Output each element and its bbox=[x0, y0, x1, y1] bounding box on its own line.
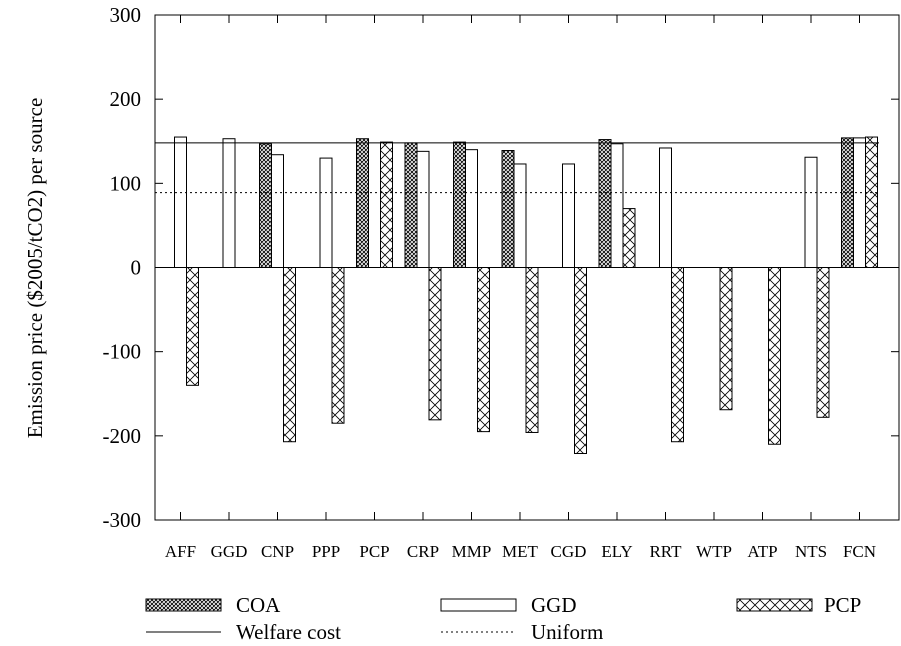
x-tick-label-met: MET bbox=[502, 542, 539, 561]
bar-ggd-cnp bbox=[271, 154, 284, 268]
legend-swatch-ggd bbox=[440, 598, 517, 612]
bar-pcp-crp bbox=[428, 267, 442, 421]
y-axis-label: Emission price ($2005/tCO2) per source bbox=[23, 98, 47, 439]
x-tick-label-wtp: WTP bbox=[696, 542, 732, 561]
y-tick-label: 200 bbox=[110, 87, 142, 111]
bar-ggd-ggd bbox=[222, 138, 236, 268]
reference-lines bbox=[155, 142, 879, 194]
x-tick-label-mmp: MMP bbox=[452, 542, 492, 561]
bar-ggd-aff bbox=[174, 136, 187, 268]
bar-ggd-nts bbox=[804, 156, 818, 268]
bar-pcp-ppp bbox=[331, 267, 345, 424]
bar-pcp-cnp bbox=[283, 267, 296, 443]
bar-ggd-ely bbox=[610, 143, 624, 268]
x-tick-label-ppp: PPP bbox=[312, 542, 340, 561]
bar-ggd-ppp bbox=[319, 157, 333, 268]
y-tick-label: 0 bbox=[131, 256, 142, 280]
y-tick-label: -200 bbox=[103, 424, 142, 448]
bar-ggd-cgd bbox=[562, 163, 575, 269]
legend-label-welfare-cost: Welfare cost bbox=[236, 620, 341, 644]
bar-coa-crp bbox=[404, 142, 418, 268]
x-tick-label-ely: ELY bbox=[601, 542, 632, 561]
bar-ggd-crp bbox=[416, 150, 430, 269]
y-tick-label: 100 bbox=[110, 171, 142, 195]
x-tick-label-pcp: PCP bbox=[359, 542, 389, 561]
legend-label-uniform: Uniform bbox=[531, 620, 603, 644]
bar-pcp-pcp bbox=[380, 141, 393, 268]
bar-coa-mmp bbox=[453, 141, 466, 268]
y-tick-label: -300 bbox=[103, 508, 142, 532]
bar-ggd-fcn bbox=[853, 137, 866, 268]
x-tick-label-ggd: GGD bbox=[211, 542, 248, 561]
legend-swatch-pcp bbox=[736, 598, 813, 612]
y-tick-label: -100 bbox=[103, 340, 142, 364]
bar-coa-cnp bbox=[259, 143, 272, 268]
x-tick-label-fcn: FCN bbox=[843, 542, 876, 561]
legend-label-coa: COA bbox=[236, 593, 281, 617]
bar-pcp-aff bbox=[186, 267, 199, 386]
legend-swatch-coa bbox=[145, 598, 222, 612]
x-tick-label-cgd: CGD bbox=[551, 542, 587, 561]
bar-coa-met bbox=[501, 150, 515, 268]
x-tick-label-crp: CRP bbox=[407, 542, 439, 561]
legend: COA GGD PCP Welfare cost Uniform bbox=[145, 593, 861, 644]
x-tick-label-atp: ATP bbox=[747, 542, 777, 561]
bar-pcp-fcn bbox=[865, 136, 878, 268]
bar-pcp-mmp bbox=[477, 267, 490, 433]
bar-coa-pcp bbox=[356, 138, 369, 268]
legend-label-ggd: GGD bbox=[531, 593, 577, 617]
x-tick-label-aff: AFF bbox=[165, 542, 196, 561]
bar-ggd-mmp bbox=[465, 149, 478, 269]
x-tick-label-nts: NTS bbox=[795, 542, 827, 561]
bar-coa-fcn bbox=[841, 137, 854, 268]
x-axis-tick-labels: AFF GGD CNP PPP PCP CRP MMP MET CGD ELY RRT WTP ATP N… bbox=[165, 15, 876, 561]
y-axis-ticks: -300 -200 -100 0 100 200 300 bbox=[103, 3, 899, 532]
legend-label-pcp: PCP bbox=[824, 593, 861, 617]
bar-ggd-rrt bbox=[659, 147, 672, 269]
x-tick-label-rrt: RRT bbox=[649, 542, 682, 561]
x-tick-label-cnp: CNP bbox=[261, 542, 294, 561]
bar-pcp-wtp bbox=[719, 267, 733, 411]
bar-pcp-atp bbox=[768, 267, 781, 445]
bar-pcp-cgd bbox=[574, 267, 587, 455]
bar-ggd-met bbox=[513, 163, 527, 269]
bar-pcp-nts bbox=[816, 267, 830, 418]
bar-pcp-rrt bbox=[671, 267, 684, 443]
bars bbox=[174, 136, 878, 455]
bar-pcp-met bbox=[525, 267, 539, 433]
bar-coa-ely bbox=[598, 139, 612, 268]
y-tick-label: 300 bbox=[110, 3, 142, 27]
bar-pcp-ely bbox=[622, 208, 636, 268]
